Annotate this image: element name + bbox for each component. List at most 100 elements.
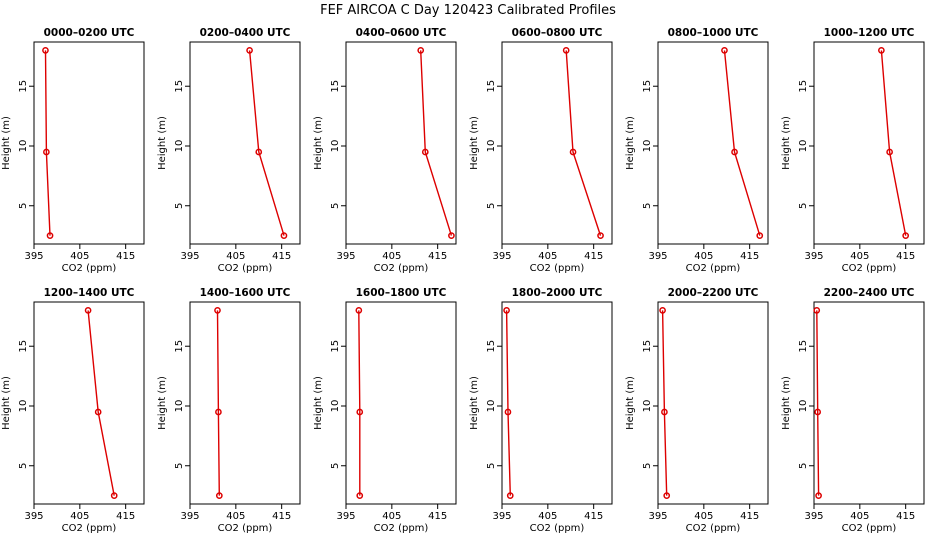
data-point: [448, 232, 455, 239]
panel-title: 2200–2400 UTC: [824, 287, 915, 299]
x-tick-label: 395: [492, 251, 511, 262]
x-tick-label: 415: [584, 511, 603, 522]
data-point: [215, 408, 222, 416]
profile-line: [661, 310, 668, 496]
x-axis-label: CO2 (ppm): [218, 263, 273, 274]
y-tick-label: 5: [330, 463, 341, 469]
y-tick-label: 15: [798, 80, 809, 93]
data-point: [663, 492, 671, 499]
x-tick-label: 395: [24, 251, 43, 262]
data-point: [813, 307, 821, 314]
y-tick-label: 10: [642, 400, 653, 413]
data-point: [814, 408, 822, 416]
plot-frame: [33, 41, 145, 245]
y-axis-label: Height (m): [781, 116, 792, 170]
x-axis-label: CO2 (ppm): [374, 523, 429, 534]
y-tick-label: 10: [18, 140, 29, 153]
x-axis-label: CO2 (ppm): [842, 263, 897, 274]
data-point: [503, 307, 510, 314]
y-tick-label: 10: [486, 400, 497, 413]
x-tick-label: 405: [850, 511, 869, 522]
y-tick-label: 5: [174, 463, 185, 469]
x-tick-label: 405: [382, 511, 401, 522]
y-tick-label: 5: [18, 203, 29, 209]
x-tick-label: 405: [538, 511, 557, 522]
panel-title: 1600–1800 UTC: [356, 287, 447, 299]
y-tick-label: 5: [798, 203, 809, 209]
panel-title: 1200–1400 UTC: [44, 287, 135, 299]
data-point: [659, 307, 666, 314]
y-tick-label: 10: [642, 140, 653, 153]
y-axis-label: Height (m): [469, 376, 480, 430]
y-axis-label: Height (m): [157, 376, 168, 430]
x-tick-label: 395: [24, 511, 43, 522]
panel-title: 0800–1000 UTC: [668, 27, 759, 39]
x-tick-label: 395: [336, 251, 355, 262]
profile-panel-7: 1200–1400 UTC 395 405 415 5 10 15 CO2 (ppm) Heig…: [1, 287, 145, 534]
y-tick-label: 10: [486, 140, 497, 153]
y-axis-label: Height (m): [1, 376, 12, 430]
profile-panel-8: 1400–1600 UTC 395 405 415 5 10 15 CO2 (ppm) Heig…: [157, 287, 301, 534]
y-tick-label: 10: [798, 140, 809, 153]
profile-line: [216, 310, 220, 496]
data-point: [43, 148, 50, 156]
x-axis-label: CO2 (ppm): [842, 523, 897, 534]
x-tick-label: 415: [896, 511, 915, 522]
x-tick-label: 405: [226, 251, 245, 262]
profile-line: [505, 310, 511, 496]
profile-panel-3: 0400–0600 UTC 395 405 415 5 10 15 CO2 (ppm) Heig…: [313, 27, 457, 274]
y-tick-label: 5: [486, 203, 497, 209]
y-axis-label: Height (m): [625, 116, 636, 170]
x-tick-label: 395: [804, 511, 823, 522]
x-tick-label: 415: [584, 251, 603, 262]
y-tick-label: 15: [486, 80, 497, 93]
profile-line: [816, 310, 820, 496]
plot-frame: [657, 41, 769, 245]
y-axis-label: Height (m): [469, 116, 480, 170]
plot-frame: [657, 301, 769, 505]
data-point: [46, 232, 54, 239]
profile-panel-4: 0600–0800 UTC 395 405 415 5 10 15 CO2 (ppm) Heig…: [469, 27, 613, 274]
x-tick-label: 395: [336, 511, 355, 522]
x-axis-label: CO2 (ppm): [530, 263, 585, 274]
x-tick-label: 405: [70, 511, 89, 522]
panel-title: 0000–0200 UTC: [44, 27, 135, 39]
x-tick-label: 395: [648, 511, 667, 522]
x-tick-label: 415: [116, 251, 135, 262]
x-tick-label: 415: [272, 251, 291, 262]
y-axis-label: Height (m): [1, 116, 12, 170]
data-point: [215, 492, 223, 499]
profile-panel-5: 0800–1000 UTC 395 405 415 5 10 15 CO2 (ppm) Heig…: [625, 27, 769, 274]
data-point: [417, 47, 425, 54]
profile-line: [420, 50, 453, 236]
y-tick-label: 5: [798, 463, 809, 469]
x-tick-label: 415: [116, 511, 135, 522]
data-point: [731, 148, 738, 156]
plot-frame: [189, 301, 301, 505]
profile-panel-11: 2000–2200 UTC 395 405 415 5 10 15 CO2 (ppm) Heig…: [625, 287, 769, 534]
x-axis-label: CO2 (ppm): [686, 523, 741, 534]
y-tick-label: 5: [642, 203, 653, 209]
y-tick-label: 15: [18, 80, 29, 93]
x-tick-label: 405: [538, 251, 557, 262]
data-point: [94, 408, 102, 416]
y-axis-label: Height (m): [781, 376, 792, 430]
profile-panel-10: 1800–2000 UTC 395 405 415 5 10 15 CO2 (ppm) Heig…: [469, 287, 613, 534]
y-axis-label: Height (m): [313, 376, 324, 430]
y-tick-label: 10: [174, 400, 185, 413]
data-point: [355, 307, 363, 314]
y-axis-label: Height (m): [313, 116, 324, 170]
x-tick-label: 415: [428, 251, 447, 262]
x-tick-label: 395: [180, 251, 199, 262]
profile-panel-1: 0000–0200 UTC 395 405 415 5 10 15 CO2 (ppm) Heig…: [1, 27, 145, 274]
profile-line: [248, 50, 285, 236]
x-tick-label: 405: [70, 251, 89, 262]
figure-title: FEF AIRCOA C Day 120423 Calibrated Profi…: [320, 3, 616, 18]
y-tick-label: 15: [486, 340, 497, 353]
panel-title: 0200–0400 UTC: [200, 27, 291, 39]
panel-title: 0400–0600 UTC: [356, 27, 447, 39]
data-point: [421, 148, 429, 156]
y-tick-label: 15: [174, 80, 185, 93]
plot-frame: [501, 301, 613, 505]
